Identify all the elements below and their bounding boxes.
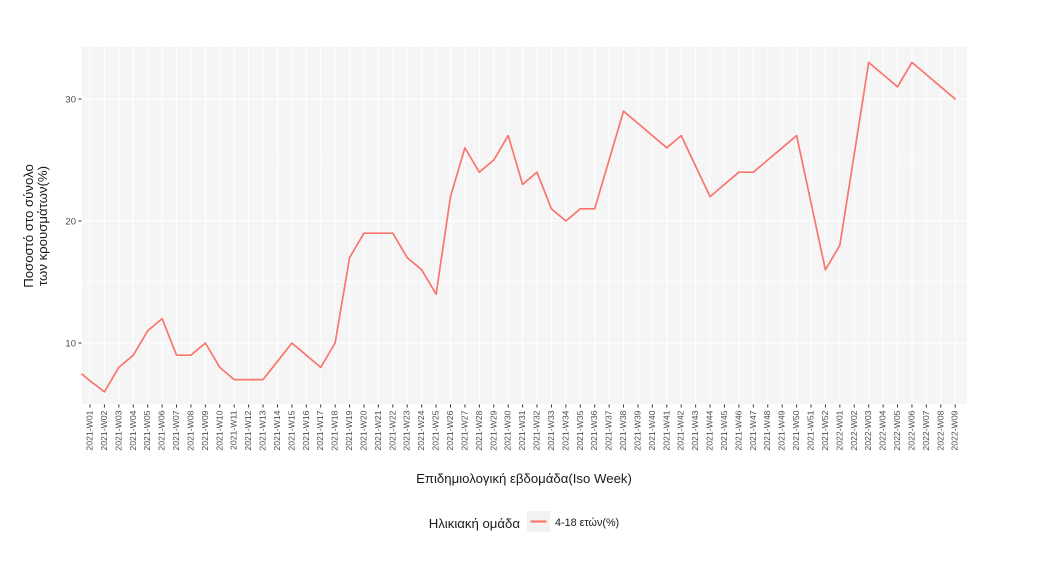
x-tick-label: 2021-W21 bbox=[373, 410, 383, 450]
x-tick-label: 2021-W30 bbox=[503, 410, 513, 450]
x-tick-label: 2021-W11 bbox=[229, 410, 239, 450]
x-tick-label: 2021-W43 bbox=[690, 410, 700, 450]
x-tick-label: 2021-W45 bbox=[719, 410, 729, 450]
x-tick-label: 2021-W46 bbox=[733, 410, 743, 450]
x-tick-label: 2022-W07 bbox=[921, 410, 931, 450]
x-tick-label: 2022-W03 bbox=[863, 410, 873, 450]
legend-title: Ηλικιακή ομάδα bbox=[429, 516, 521, 531]
legend: Ηλικιακή ομάδα 4-18 ετών(%) bbox=[429, 511, 619, 532]
x-tick-label: 2021-W02 bbox=[99, 410, 109, 450]
data-line-4-18- bbox=[81, 61, 957, 393]
x-tick-label: 2021-W41 bbox=[661, 410, 671, 450]
x-tick-label: 2021-W23 bbox=[402, 410, 412, 450]
x-tick-label: 2021-W49 bbox=[777, 410, 787, 450]
x-tick-label: 2021-W25 bbox=[431, 410, 441, 450]
x-tick-label: 2021-W32 bbox=[532, 410, 542, 450]
x-axis-title: Επιδημιολογική εβδομάδα(Iso Week) bbox=[416, 471, 632, 486]
x-tick-label: 2021-W13 bbox=[258, 410, 268, 450]
x-tick-label: 2021-W35 bbox=[575, 410, 585, 450]
x-tick-label: 2022-W01 bbox=[834, 410, 844, 450]
x-tick-label: 2021-W34 bbox=[560, 410, 570, 450]
gridlines-minor bbox=[82, 159, 967, 283]
gridlines-vertical bbox=[89, 47, 956, 404]
x-tick-label: 2021-W08 bbox=[185, 410, 195, 450]
x-tick-label: 2022-W04 bbox=[878, 410, 888, 450]
x-tick-label: 2021-W40 bbox=[647, 410, 657, 450]
x-tick-label: 2022-W02 bbox=[849, 410, 859, 450]
x-tick-label: 2021-W22 bbox=[387, 410, 397, 450]
x-tick-label: 2022-W06 bbox=[906, 410, 916, 450]
x-tick-label: 2021-W51 bbox=[806, 410, 816, 450]
x-tick-label: 2022-W05 bbox=[892, 410, 902, 450]
y-tick-label: 30 bbox=[65, 94, 76, 105]
x-tick-label: 2021-W10 bbox=[214, 410, 224, 450]
x-tick-label: 2021-W50 bbox=[791, 410, 801, 450]
x-tick-label: 2021-W06 bbox=[157, 410, 167, 450]
x-tick-label: 2022-W09 bbox=[950, 410, 960, 450]
x-tick-label: 2021-W36 bbox=[589, 410, 599, 450]
y-tick-label: 20 bbox=[65, 216, 76, 227]
x-tick-label: 2021-W29 bbox=[488, 410, 498, 450]
x-tick-label: 2021-W37 bbox=[604, 410, 614, 450]
x-tick-label: 2021-W44 bbox=[705, 410, 715, 450]
x-tick-label: 2021-W04 bbox=[128, 410, 138, 450]
series-group bbox=[81, 61, 957, 393]
x-tick-label: 2021-W07 bbox=[171, 410, 181, 450]
x-tick-label: 2021-W01 bbox=[85, 410, 95, 450]
x-tick-label: 2021-W48 bbox=[762, 410, 772, 450]
x-tick-label: 2021-W47 bbox=[748, 410, 758, 450]
x-tick-label: 2021-W15 bbox=[286, 410, 296, 450]
x-tick-label: 2021-W33 bbox=[546, 410, 556, 450]
x-tick-label: 2021-W12 bbox=[243, 410, 253, 450]
x-tick-label: 2022-W08 bbox=[935, 410, 945, 450]
x-tick-label: 2021-W24 bbox=[416, 410, 426, 450]
gridlines-major bbox=[82, 98, 967, 344]
legend-entry-label: 4-18 ετών(%) bbox=[555, 517, 619, 529]
y-axis: 10 20 30 bbox=[65, 94, 82, 349]
x-axis: 2021-W01 2021-W02 2021-W03 2021-W04 2021-W05… bbox=[85, 404, 960, 451]
x-tick-label: 2021-W38 bbox=[618, 410, 628, 450]
x-tick-label: 2021-W03 bbox=[113, 410, 123, 450]
x-tick-label: 2021-W16 bbox=[301, 410, 311, 450]
x-tick-label: 2021-W17 bbox=[315, 410, 325, 450]
x-tick-label: 2021-W42 bbox=[676, 410, 686, 450]
x-tick-label: 2021-W20 bbox=[358, 410, 368, 450]
y-tick-label: 10 bbox=[65, 338, 76, 349]
x-tick-label: 2021-W05 bbox=[142, 410, 152, 450]
x-tick-label: 2021-W19 bbox=[344, 410, 354, 450]
chart-panel bbox=[82, 47, 967, 404]
x-tick-label: 2021-W31 bbox=[517, 410, 527, 450]
x-tick-label: 2021-W52 bbox=[820, 410, 830, 450]
x-tick-label: 2021-W28 bbox=[474, 410, 484, 450]
x-tick-label: 2021-W39 bbox=[632, 410, 642, 450]
x-tick-label: 2021-W27 bbox=[459, 410, 469, 450]
x-tick-label: 2021-W14 bbox=[272, 410, 282, 450]
x-tick-label: 2021-W26 bbox=[445, 410, 455, 450]
x-tick-label: 2021-W09 bbox=[200, 410, 210, 450]
x-tick-label: 2021-W18 bbox=[330, 410, 340, 450]
y-axis-title-line1: Ποσοστό στο σύνολο bbox=[21, 164, 36, 288]
y-axis-title-line2: των κρουσμάτων(%) bbox=[35, 166, 50, 286]
